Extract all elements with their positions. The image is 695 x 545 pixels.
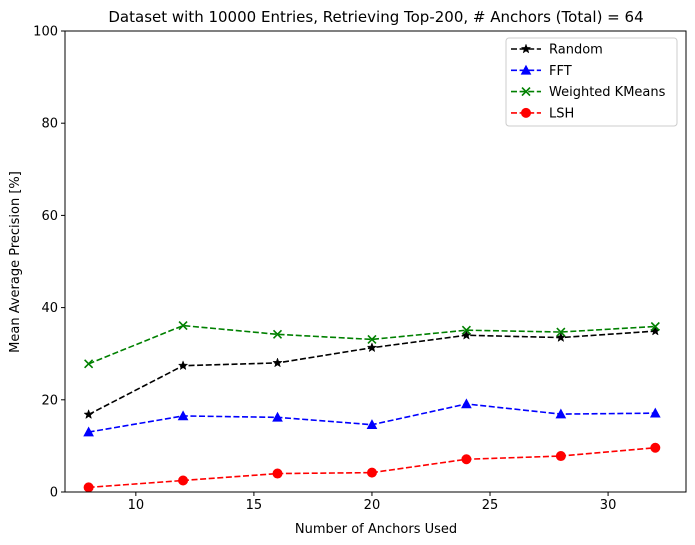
data-point-weighted-kmeans: [84, 359, 94, 369]
data-point-fft: [83, 426, 94, 437]
data-point-random: [177, 360, 189, 371]
y-tick-label: 40: [41, 301, 58, 316]
axis-ticks: 10 15 20 25 30 0 20 40 60 80 100: [33, 25, 616, 514]
x-axis-label: Number of Anchors Used: [295, 522, 457, 537]
legend-label-fft: FFT: [549, 64, 572, 79]
series-line-lsh: [88, 446, 656, 489]
data-point-weighted-kmeans: [178, 321, 188, 331]
plot-frame: [64, 30, 687, 493]
x-tick-label: 30: [600, 498, 617, 513]
data-point-weighted-kmeans: [367, 334, 377, 344]
x-tick-label: 10: [128, 498, 145, 513]
data-point-lsh: [366, 467, 377, 478]
legend-box: [505, 37, 678, 127]
data-point-fft: [177, 410, 189, 421]
data-point-lsh: [650, 442, 661, 453]
y-tick-label: 0: [50, 486, 58, 501]
chart-title: Dataset with 10000 Entries, Retrieving T…: [108, 8, 643, 26]
legend-label-lsh: LSH: [549, 106, 574, 121]
plot-area: [83, 321, 661, 493]
x-tick-label: 20: [364, 498, 381, 513]
y-tick-label: 100: [33, 25, 58, 40]
y-tick-label: 60: [41, 209, 58, 224]
data-point-fft: [461, 398, 472, 409]
series-lsh: [83, 442, 661, 493]
x-tick-label: 15: [246, 498, 263, 513]
data-point-weighted-kmeans: [272, 329, 283, 339]
data-point-fft: [555, 408, 567, 419]
data-point-fft: [649, 407, 661, 418]
legend-marker-random: [520, 43, 532, 54]
y-tick-label: 80: [41, 117, 58, 132]
data-point-weighted-kmeans: [461, 325, 471, 335]
x-tick-label: 25: [482, 498, 499, 513]
data-point-weighted-kmeans: [556, 327, 566, 337]
series-weighted-kmeans: [84, 321, 660, 369]
legend-marker-fft: [520, 64, 532, 75]
data-point-random: [272, 357, 283, 368]
y-axis-label: Mean Average Precision [%]: [8, 171, 23, 353]
data-point-random: [461, 329, 472, 340]
legend: Random FFT Weighted KMeans LSH: [505, 37, 678, 127]
data-point-lsh: [178, 475, 189, 486]
y-tick-label: 20: [41, 393, 58, 408]
data-point-weighted-kmeans: [650, 321, 660, 332]
series-fft: [83, 398, 661, 437]
legend-label-weighted-kmeans: Weighted KMeans: [549, 85, 666, 100]
data-point-fft: [366, 419, 378, 430]
data-point-lsh: [461, 454, 472, 465]
legend-marker-lsh: [521, 107, 531, 118]
data-point-random: [83, 409, 94, 420]
data-point-lsh: [83, 482, 94, 493]
data-point-random: [555, 332, 567, 343]
legend-label-random: Random: [549, 43, 603, 58]
data-point-fft: [272, 411, 283, 422]
data-point-random: [366, 342, 378, 353]
data-point-lsh: [272, 468, 283, 479]
data-point-lsh: [555, 451, 566, 462]
legend-marker-weighted-kmeans: [521, 87, 531, 97]
